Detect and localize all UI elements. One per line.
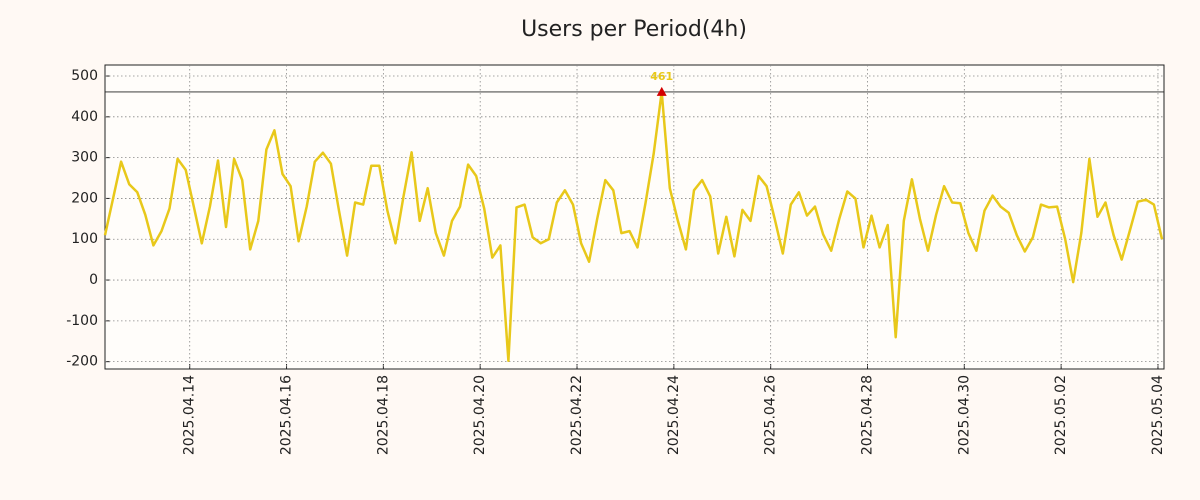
- x-tick-label: 2025.04.20: [472, 375, 488, 455]
- data-line: [103, 90, 1164, 363]
- plot-area: [104, 64, 1165, 370]
- x-tick-label: 2025.04.28: [859, 375, 875, 455]
- y-tick-label: 200: [71, 190, 98, 206]
- y-tick-label: 400: [71, 109, 98, 125]
- x-tick-label: 2025.04.22: [569, 375, 585, 455]
- x-tick-label: 2025.04.26: [763, 375, 779, 455]
- y-tick-label: 300: [71, 150, 98, 166]
- peak-label: 461: [650, 70, 673, 83]
- y-tick-label: 500: [71, 68, 98, 84]
- x-tick-label: 2025.04.18: [375, 375, 391, 455]
- x-tick-label: 2025.04.14: [182, 375, 198, 455]
- x-tick-label: 2025.04.16: [279, 375, 295, 455]
- y-tick-label: 0: [89, 272, 98, 288]
- x-tick-label: 2025.05.02: [1053, 375, 1069, 455]
- chart-title: Users per Period(4h): [521, 17, 747, 42]
- y-tick-label: -100: [66, 313, 98, 329]
- y-tick-label: 100: [71, 231, 98, 247]
- x-tick-label: 2025.04.30: [956, 375, 972, 455]
- peak-marker: [656, 86, 667, 96]
- y-tick-label: -200: [66, 354, 98, 370]
- x-tick-label: 2025.05.04: [1150, 375, 1166, 455]
- x-tick-label: 2025.04.24: [666, 375, 682, 455]
